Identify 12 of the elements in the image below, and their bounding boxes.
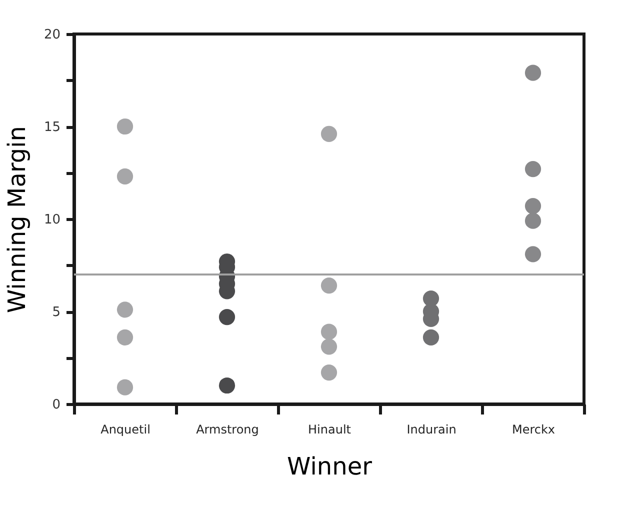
y-tick-label: 15: [44, 120, 60, 135]
x-tick-label: Hinault: [308, 422, 352, 436]
x-axis-title: Winner: [287, 452, 372, 480]
y-tick-label: 0: [52, 398, 60, 412]
y-tick-label: 20: [44, 28, 60, 42]
x-tick-label: Armstrong: [196, 422, 259, 436]
y-tick-label: 5: [52, 305, 60, 320]
x-tick-label: Anquetil: [100, 422, 150, 436]
y-axis-title: Winning Margin: [2, 126, 31, 314]
x-tick-label: Indurain: [406, 422, 456, 436]
y-tick-label: 10: [44, 212, 60, 228]
x-tick-label: Merckx: [512, 422, 556, 436]
